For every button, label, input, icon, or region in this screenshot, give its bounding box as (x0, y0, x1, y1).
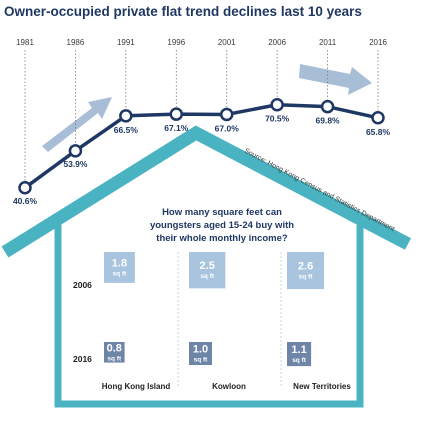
question-line-3: their whole monthly income? (156, 233, 288, 244)
data-label: 67.0% (215, 123, 240, 133)
x-tick-label: 2016 (369, 38, 387, 47)
sqft-unit: sq ft (292, 357, 307, 364)
sqft-value: 2.6 (298, 261, 313, 273)
row-label-2006: 2006 (73, 280, 92, 290)
data-label: 53.9% (63, 159, 88, 169)
data-label: 40.6% (13, 196, 38, 206)
sqft-box (287, 252, 325, 290)
sqft-box (287, 342, 312, 367)
data-label: 66.5% (114, 125, 139, 135)
sqft-value: 2.5 (200, 260, 215, 272)
down-trend-arrow (299, 64, 372, 95)
x-tick-label: 1986 (67, 38, 85, 47)
trend-line (23, 102, 379, 190)
question-line-2: youngsters aged 15-24 buy with (150, 220, 294, 231)
x-axis: 1981 1986 1991 1996 2001 2006 2011 2016 (16, 38, 387, 181)
sqft-value: 0.8 (107, 342, 122, 354)
x-tick-label: 2001 (218, 38, 236, 47)
x-tick-label: 2011 (319, 38, 337, 47)
sqft-box (189, 342, 212, 365)
sqft-value: 1.8 (112, 257, 127, 269)
house-outline (1, 125, 412, 408)
data-point (18, 181, 32, 195)
sqft-unit: sq ft (194, 357, 209, 364)
x-tick-label: 2006 (268, 38, 286, 47)
data-point (320, 99, 335, 114)
row-label-2016: 2016 (73, 354, 92, 364)
chart-title: Owner-occupied private flat trend declin… (4, 4, 362, 19)
data-label: 70.5% (265, 114, 290, 124)
data-point (219, 107, 234, 122)
x-tick-label: 1991 (117, 38, 135, 47)
district-label: New Territories (293, 382, 351, 391)
data-label: 67.1% (164, 123, 189, 133)
bar-chart-title: How many square feet can youngsters aged… (150, 207, 294, 244)
x-tick-label: 1981 (16, 38, 34, 47)
data-point (371, 111, 385, 125)
data-point (119, 109, 133, 123)
sqft-value: 1.1 (291, 344, 306, 356)
square-feet-grid: 1.8sq ft2.5sq ft2.6sq ft0.8sq ft1.0sq ft… (102, 252, 351, 391)
district-label: Hong Kong Island (102, 382, 171, 391)
sqft-unit: sq ft (107, 355, 122, 362)
sqft-box (189, 252, 226, 289)
sqft-box (104, 342, 125, 363)
trend-line-series: 40.6% 53.9% 66.5% 67.1% 67.0% 70.5% 69.8% 65.8% (13, 97, 391, 206)
data-point (270, 97, 284, 112)
data-label: 69.8% (316, 116, 341, 126)
up-trend-arrow (42, 97, 112, 152)
sqft-box (104, 252, 135, 283)
sqft-unit: sq ft (200, 273, 215, 280)
x-tick-label: 1996 (167, 38, 185, 47)
sqft-unit: sq ft (299, 274, 314, 281)
data-point (169, 107, 184, 121)
data-point (68, 144, 83, 158)
question-line-1: How many square feet can (162, 207, 282, 218)
sqft-value: 1.0 (193, 344, 208, 356)
sqft-unit: sq ft (113, 270, 128, 277)
data-label: 65.8% (366, 127, 391, 137)
district-label: Kowloon (212, 382, 246, 391)
